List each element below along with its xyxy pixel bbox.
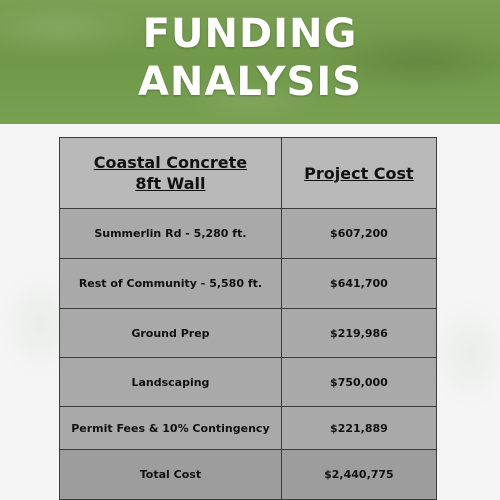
header-banner: FUNDING ANALYSIS <box>0 0 500 124</box>
table-row: Rest of Community - 5,580 ft. $641,700 <box>59 258 438 309</box>
row-item: Permit Fees & 10% Contingency <box>59 406 282 450</box>
row-cost: $219,986 <box>280 308 438 358</box>
row-item: Ground Prep <box>59 308 282 358</box>
table-row: Permit Fees & 10% Contingency $221,889 <box>59 406 438 450</box>
header-item-line-2: 8ft Wall <box>135 174 206 193</box>
total-cost: $2,440,775 <box>280 449 438 500</box>
title-line-1: FUNDING <box>142 11 358 57</box>
header-item: Coastal Concrete 8ft Wall <box>59 137 282 209</box>
table-row: Summerlin Rd - 5,280 ft. $607,200 <box>59 208 438 259</box>
row-cost: $607,200 <box>280 208 438 259</box>
row-item: Rest of Community - 5,580 ft. <box>59 258 282 309</box>
row-item: Summerlin Rd - 5,280 ft. <box>59 208 282 259</box>
table-header-row: Coastal Concrete 8ft Wall Project Cost <box>59 137 438 209</box>
header-item-line-1: Coastal Concrete <box>93 153 248 172</box>
total-row: Total Cost $2,440,775 <box>59 449 438 500</box>
row-cost: $221,889 <box>280 406 438 450</box>
header-cost-label: Project Cost <box>304 163 414 183</box>
table-row: Ground Prep $219,986 <box>59 308 438 358</box>
table-row: Landscaping $750,000 <box>59 357 438 407</box>
row-cost: $750,000 <box>280 357 438 407</box>
row-cost: $641,700 <box>280 258 438 309</box>
row-item: Landscaping <box>59 357 282 407</box>
total-label: Total Cost <box>59 449 282 500</box>
title-line-2: ANALYSIS <box>137 59 363 105</box>
page-title: FUNDING ANALYSIS <box>0 10 500 106</box>
funding-table: Coastal Concrete 8ft Wall Project Cost S… <box>59 137 438 500</box>
header-cost: Project Cost <box>280 137 438 209</box>
